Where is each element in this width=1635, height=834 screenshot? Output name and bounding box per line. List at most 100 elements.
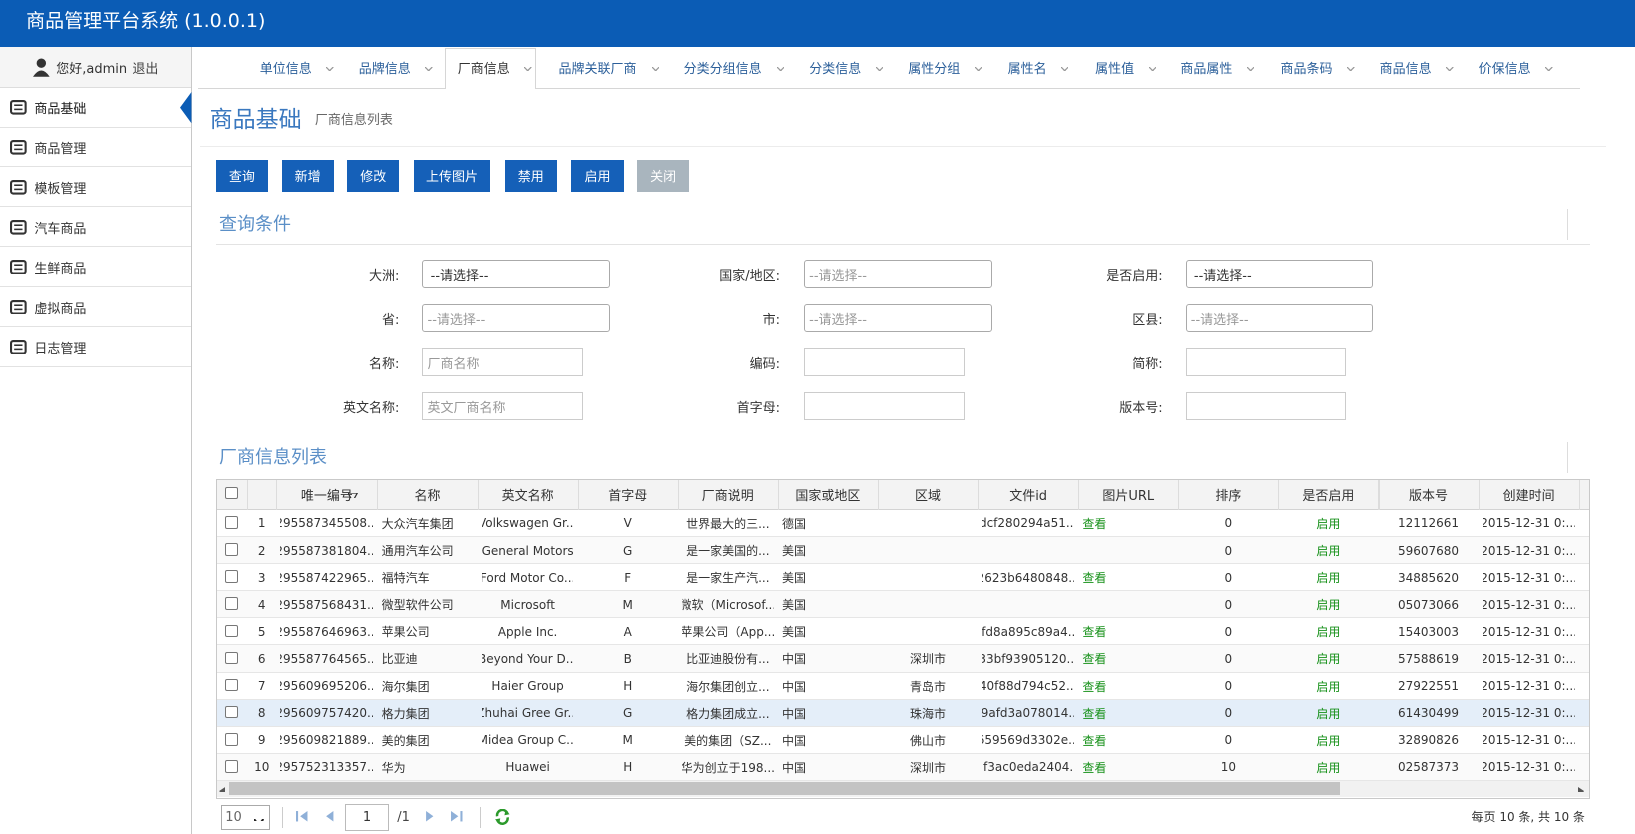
action-button[interactable]: 禁用 bbox=[504, 159, 557, 192]
select-box[interactable] bbox=[422, 303, 610, 333]
column-header[interactable]: 名称 bbox=[414, 489, 441, 505]
table-cell[interactable]: 查看 bbox=[1082, 706, 1107, 721]
menu-item[interactable] bbox=[0, 207, 191, 248]
logout-link[interactable]: 退出 bbox=[132, 61, 159, 77]
checkbox[interactable] bbox=[225, 597, 238, 610]
column-header[interactable]: 排序 bbox=[1215, 489, 1242, 505]
menu-item[interactable] bbox=[0, 167, 191, 208]
scroll-thumb[interactable] bbox=[229, 782, 1340, 795]
tab-label[interactable]: 商品属性 bbox=[1180, 62, 1233, 78]
table-cell[interactable]: 查看 bbox=[1082, 571, 1107, 586]
tab-label[interactable]: 分类信息 bbox=[809, 62, 862, 78]
checkbox[interactable] bbox=[225, 651, 238, 665]
tab-label[interactable]: 商品条码 bbox=[1280, 62, 1333, 78]
text-input[interactable] bbox=[422, 391, 583, 420]
table-cell: 通用汽车公司 bbox=[381, 544, 454, 559]
tab-close bbox=[1148, 64, 1156, 71]
column-header[interactable]: 创建时间 bbox=[1502, 489, 1555, 505]
tab-label[interactable]: 品牌信息 bbox=[358, 62, 411, 78]
menu-item[interactable] bbox=[0, 128, 191, 168]
checkbox[interactable] bbox=[225, 624, 238, 638]
pager-nav-glyph bbox=[451, 811, 463, 822]
checkbox[interactable] bbox=[225, 486, 238, 500]
checkbox[interactable] bbox=[225, 705, 238, 719]
text-input[interactable] bbox=[422, 347, 583, 376]
text-input[interactable] bbox=[803, 391, 965, 420]
table-cell[interactable]: 查看 bbox=[1082, 760, 1107, 775]
checkbox[interactable] bbox=[225, 733, 238, 746]
table-cell: 12112661 bbox=[1397, 516, 1460, 531]
table-cell: 0 bbox=[1224, 679, 1233, 694]
column-header[interactable]: 区域 bbox=[915, 489, 942, 505]
table-cell: M bbox=[622, 733, 633, 748]
table-cell[interactable]: 查看 bbox=[1082, 733, 1107, 748]
column-header[interactable]: 是否启用 bbox=[1302, 489, 1355, 505]
action-button[interactable]: 新增 bbox=[281, 159, 334, 192]
table-cell[interactable]: 查看 bbox=[1082, 652, 1107, 667]
tab-label[interactable]: 分类分组信息 bbox=[683, 62, 762, 78]
table-row[interactable] bbox=[216, 645, 1590, 673]
tab-label[interactable]: 商品信息 bbox=[1379, 62, 1432, 78]
select-box[interactable] bbox=[1185, 303, 1374, 333]
tab-label[interactable]: 单位信息 bbox=[259, 62, 312, 78]
tab-label[interactable]: 厂商信息 bbox=[457, 62, 510, 78]
table-cell: M bbox=[622, 597, 633, 612]
column-header[interactable]: 文件id bbox=[1009, 489, 1048, 505]
action-button[interactable]: 查询 bbox=[215, 159, 268, 192]
column-header[interactable]: 厂商说明 bbox=[701, 489, 754, 505]
table-row[interactable] bbox=[216, 618, 1590, 646]
column-header[interactable]: 首字母 bbox=[608, 489, 648, 505]
table-cell: 中国 bbox=[782, 652, 807, 667]
table-cell[interactable] bbox=[1082, 537, 1174, 564]
menu-item[interactable] bbox=[0, 287, 191, 328]
table-row[interactable] bbox=[216, 753, 1590, 781]
table-row[interactable] bbox=[216, 672, 1590, 700]
pager-nav bbox=[296, 810, 309, 823]
checkbox[interactable] bbox=[225, 516, 238, 529]
tab-label[interactable]: 属性名 bbox=[1007, 62, 1047, 78]
column-header[interactable]: 唯一编号 bbox=[300, 489, 353, 505]
checkbox[interactable] bbox=[225, 760, 238, 773]
page-input[interactable]: 1 bbox=[345, 803, 389, 832]
tab-label[interactable]: 属性值 bbox=[1095, 62, 1135, 78]
column-header[interactable]: 国家或地区 bbox=[795, 489, 861, 505]
column-header[interactable]: 图片URL bbox=[1102, 489, 1155, 505]
table-row[interactable] bbox=[216, 726, 1590, 754]
select-box[interactable] bbox=[1185, 260, 1374, 289]
table-cell[interactable] bbox=[1082, 591, 1174, 618]
checkbox[interactable] bbox=[225, 543, 238, 556]
select-box[interactable] bbox=[803, 303, 992, 333]
table-row[interactable] bbox=[216, 537, 1590, 565]
table-cell[interactable]: 查看 bbox=[1082, 679, 1107, 694]
page-subtitle: 厂商信息列表 bbox=[314, 113, 393, 129]
select-box[interactable] bbox=[803, 260, 992, 289]
action-button[interactable]: 修改 bbox=[347, 159, 400, 192]
table-cell[interactable]: 查看 bbox=[1082, 516, 1107, 531]
sort-indicator-glyph bbox=[348, 492, 358, 499]
menu-item[interactable] bbox=[0, 327, 191, 368]
checkbox[interactable] bbox=[225, 678, 238, 692]
column-header[interactable]: 版本号 bbox=[1409, 489, 1449, 505]
tab-close bbox=[651, 64, 659, 71]
text-input[interactable] bbox=[1185, 347, 1347, 376]
column-header[interactable]: 英文名称 bbox=[501, 489, 554, 505]
tab-label[interactable]: 品牌关联厂商 bbox=[558, 62, 637, 78]
menu-item[interactable] bbox=[0, 247, 191, 288]
text-input[interactable] bbox=[803, 347, 965, 376]
tab-label[interactable]: 属性分组 bbox=[908, 62, 961, 78]
checkbox[interactable] bbox=[225, 570, 238, 583]
select-box[interactable] bbox=[422, 260, 610, 289]
text-input[interactable] bbox=[1185, 391, 1347, 420]
table-row[interactable] bbox=[216, 699, 1590, 727]
table-cell[interactable]: 查看 bbox=[1082, 625, 1107, 640]
table-row[interactable] bbox=[216, 509, 1590, 537]
page-size-select[interactable] bbox=[221, 804, 271, 830]
action-button[interactable]: 启用 bbox=[571, 159, 624, 192]
field-value: --请选择-- bbox=[1193, 269, 1252, 285]
table-row[interactable] bbox=[216, 591, 1590, 619]
action-button[interactable]: 上传图片 bbox=[413, 159, 491, 192]
tab-label[interactable]: 价保信息 bbox=[1478, 62, 1531, 78]
table-row[interactable] bbox=[216, 564, 1590, 592]
menu-item[interactable] bbox=[0, 87, 191, 128]
table-cell: 33bf93905120... bbox=[982, 651, 1074, 666]
